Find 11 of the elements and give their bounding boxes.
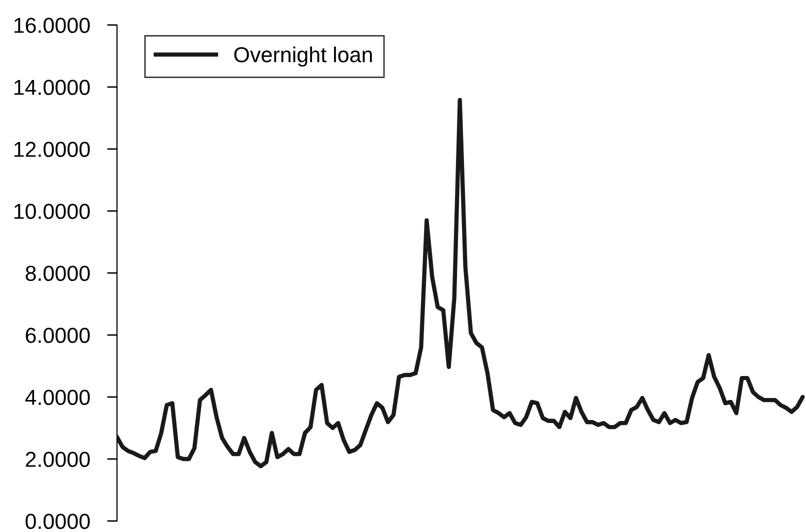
- y-tick-label: 8.0000: [26, 266, 90, 282]
- y-tick-label: 4.0000: [25, 390, 90, 406]
- y-tick-label: 14.0000: [14, 80, 90, 96]
- y-tick-label: 6.0000: [26, 328, 90, 344]
- line-series: [117, 98, 805, 468]
- y-tick-label: 10.0000: [14, 204, 90, 220]
- y-tick-label: 0.0000: [26, 514, 90, 530]
- y-tick-label: 12.0000: [14, 142, 90, 158]
- y-tick-label: 16.0000: [14, 18, 90, 34]
- legend-label: Overnight loan: [234, 46, 372, 67]
- y-tick-label: 2.0000: [26, 452, 90, 468]
